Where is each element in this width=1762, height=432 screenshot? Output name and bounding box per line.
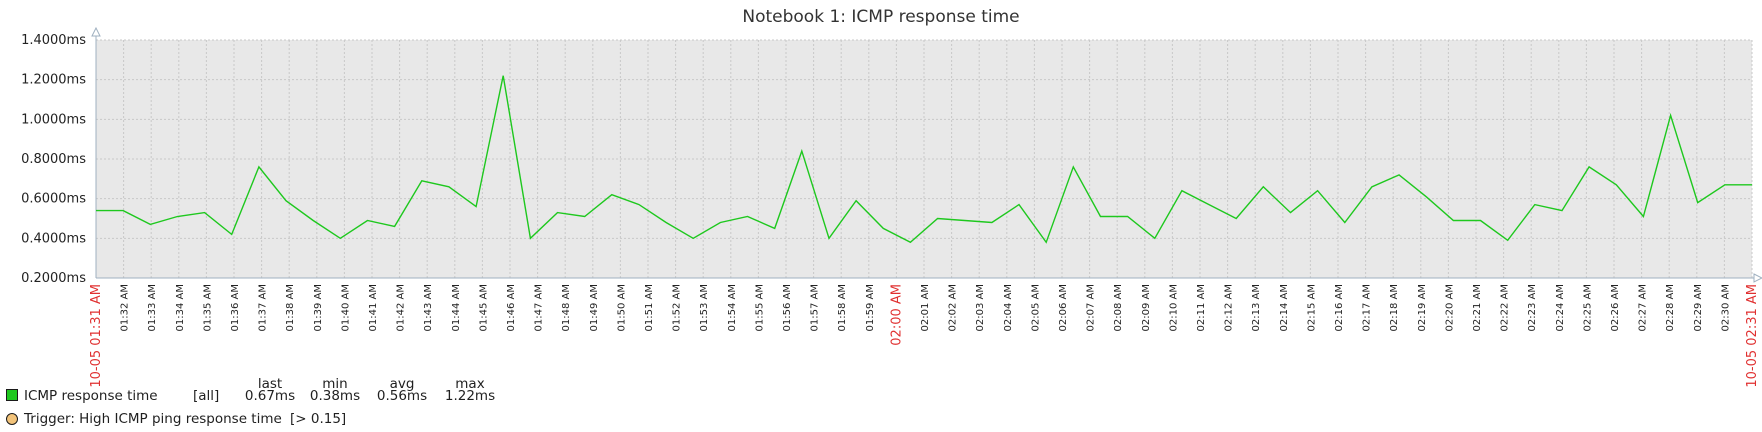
x-tick-label: 01:37 AM	[258, 284, 269, 331]
x-tick-label: 02:15 AM	[1306, 284, 1317, 331]
x-tick-label: 02:01 AM	[920, 284, 931, 331]
y-tick-label: 0.8000ms	[21, 152, 86, 167]
x-tick-label: 02:12 AM	[1224, 284, 1235, 331]
legend-series-scope: [all]	[193, 388, 220, 404]
legend-series-name: ICMP response time	[24, 388, 158, 404]
y-tick-label: 1.2000ms	[21, 73, 86, 88]
x-tick-label: 01:39 AM	[313, 284, 324, 331]
x-tick-label: 01:48 AM	[561, 284, 572, 331]
x-tick-label: 02:06 AM	[1058, 284, 1069, 331]
x-tick-label: 01:50 AM	[616, 284, 627, 331]
x-tick-label: 02:13 AM	[1251, 284, 1262, 331]
legend-value-last: 0.67ms	[244, 388, 296, 404]
x-tick-label: 02:28 AM	[1665, 284, 1676, 331]
x-tick-label: 01:49 AM	[589, 284, 600, 331]
x-tick-label: 01:56 AM	[782, 284, 793, 331]
series-line-icmp-response-time	[96, 75, 1752, 244]
x-tick-label: 02:22 AM	[1500, 284, 1511, 331]
legend-header-last: last	[257, 376, 283, 392]
legend-header-avg: avg	[389, 376, 415, 392]
x-tick-label: 02:18 AM	[1389, 284, 1400, 331]
x-tick-label: 01:35 AM	[202, 284, 213, 331]
x-tick-label: 02:26 AM	[1610, 284, 1621, 331]
y-tick-label: 1.0000ms	[21, 112, 86, 127]
y-tick-label: 0.6000ms	[21, 192, 86, 207]
legend-header-min: min	[322, 376, 348, 392]
x-tick-label: 01:36 AM	[230, 284, 241, 331]
x-tick-label: 01:47 AM	[534, 284, 545, 331]
x-tick-label: 01:53 AM	[699, 284, 710, 331]
x-tick-label: 01:57 AM	[810, 284, 821, 331]
x-tick-label: 02:03 AM	[975, 284, 986, 331]
x-tick-label: 02:09 AM	[1141, 284, 1152, 331]
x-tick-label: 01:46 AM	[506, 284, 517, 331]
x-tick-label: 01:33 AM	[147, 284, 158, 331]
x-tick-label: 01:41 AM	[368, 284, 379, 331]
x-tick-label: 01:38 AM	[285, 284, 296, 331]
y-tick-label: 1.4000ms	[21, 33, 86, 48]
legend-header-max: max	[455, 376, 485, 392]
y-tick-label: 0.4000ms	[21, 231, 86, 246]
x-tick-label: 01:32 AM	[120, 284, 131, 331]
x-tick-label: 02:30 AM	[1720, 284, 1731, 331]
legend-value-max: 1.22ms	[444, 388, 496, 404]
x-tick-label: 02:21 AM	[1472, 284, 1483, 331]
x-tick-label: 01:43 AM	[423, 284, 434, 331]
x-axis-arrow	[1753, 273, 1762, 283]
legend-trigger-name: Trigger: High ICMP ping response time	[24, 411, 282, 427]
x-highlight-tick-label: 02:00 AM	[889, 284, 904, 346]
legend-trigger-condition: [> 0.15]	[290, 411, 347, 427]
x-tick-label: 01:58 AM	[837, 284, 848, 331]
x-tick-label: 01:59 AM	[865, 284, 876, 331]
x-tick-label: 02:16 AM	[1334, 284, 1345, 331]
x-tick-label: 02:14 AM	[1279, 284, 1290, 331]
x-tick-label: 02:25 AM	[1582, 284, 1593, 331]
x-tick-label: 02:27 AM	[1638, 284, 1649, 331]
x-tick-label: 02:10 AM	[1168, 284, 1179, 331]
x-end-label: 10-05 02:31 AM	[1745, 284, 1760, 388]
x-tick-label: 01:44 AM	[451, 284, 462, 331]
x-tick-label: 02:17 AM	[1362, 284, 1373, 331]
x-tick-label: 01:34 AM	[175, 284, 186, 331]
chart-title: Notebook 1: ICMP response time	[742, 7, 1020, 27]
x-tick-label: 02:24 AM	[1555, 284, 1566, 331]
x-tick-label: 02:23 AM	[1527, 284, 1538, 331]
legend-value-min: 0.38ms	[309, 388, 361, 404]
x-tick-label: 02:07 AM	[1086, 284, 1097, 331]
x-tick-label: 02:04 AM	[1003, 284, 1014, 331]
x-tick-label: 02:08 AM	[1113, 284, 1124, 331]
x-tick-label: 01:54 AM	[727, 284, 738, 331]
legend-value-avg: 0.56ms	[376, 388, 428, 404]
y-tick-label: 0.2000ms	[21, 271, 86, 286]
x-tick-label: 02:11 AM	[1196, 284, 1207, 331]
trigger-marker-icon	[6, 413, 18, 425]
x-tick-label: 02:02 AM	[948, 284, 959, 331]
x-tick-label: 01:40 AM	[340, 284, 351, 331]
x-tick-label: 01:55 AM	[754, 284, 765, 331]
x-tick-label: 01:42 AM	[396, 284, 407, 331]
x-tick-label: 01:52 AM	[672, 284, 683, 331]
x-tick-label: 01:45 AM	[478, 284, 489, 331]
x-tick-label: 02:19 AM	[1417, 284, 1428, 331]
x-tick-label: 02:29 AM	[1693, 284, 1704, 331]
y-axis-arrow	[91, 26, 101, 37]
series-color-swatch	[6, 389, 18, 401]
x-tick-label: 02:20 AM	[1444, 284, 1455, 331]
x-tick-label: 01:51 AM	[644, 284, 655, 331]
x-start-label: 10-05 01:31 AM	[89, 284, 104, 388]
x-tick-label: 02:05 AM	[1030, 284, 1041, 331]
